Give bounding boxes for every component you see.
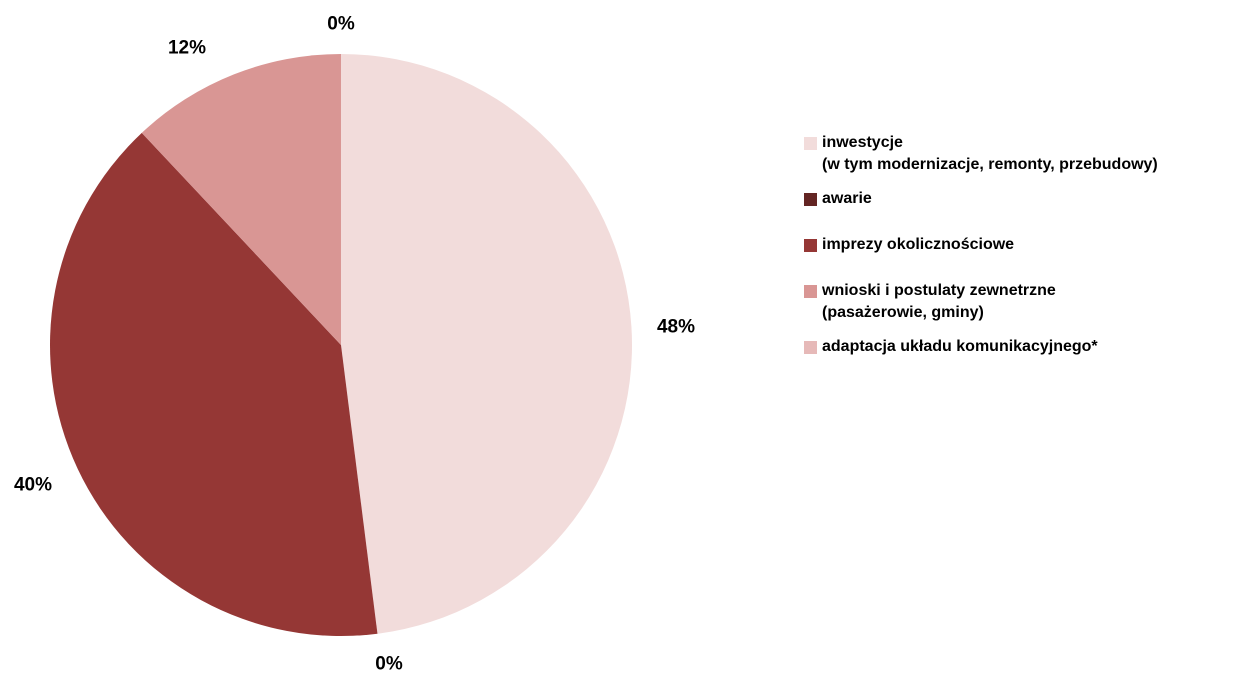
legend-swatch: [804, 193, 817, 206]
pie-slice-0: [341, 54, 633, 634]
pie-slice-3: [141, 54, 341, 345]
pie-label-4: 0%: [327, 14, 355, 35]
pie-labels: 48% 0% 40% 12% 0%: [14, 14, 695, 675]
legend-label: wnioski i postulaty zewnetrzne (pasażero…: [822, 282, 1056, 321]
legend-label: adaptacja układu komunikacyjnego*: [822, 338, 1098, 355]
legend-label: imprezy okolicznościowe: [822, 236, 1015, 253]
legend-label: awarie: [822, 190, 872, 207]
pie-slices: [50, 54, 633, 636]
legend-swatch: [804, 285, 817, 298]
legend-swatch: [804, 137, 817, 150]
legend-item-awarie: awarie: [804, 188, 1234, 210]
legend-item-wnioski: wnioski i postulaty zewnetrzne (pasażero…: [804, 280, 1234, 324]
legend-swatch: [804, 341, 817, 354]
legend-label: inwestycje (w tym modernizacje, remonty,…: [822, 134, 1158, 173]
pie-label-3: 12%: [168, 38, 206, 59]
pie-label-1: 0%: [375, 654, 403, 675]
legend: inwestycje (w tym modernizacje, remonty,…: [804, 132, 1234, 370]
pie-label-0: 48%: [657, 317, 695, 338]
pie-slice-2: [50, 132, 378, 636]
legend-item-inwestycje: inwestycje (w tym modernizacje, remonty,…: [804, 132, 1234, 176]
legend-item-imprezy: imprezy okolicznościowe: [804, 234, 1234, 256]
legend-item-adaptacja: adaptacja układu komunikacyjnego*: [804, 336, 1234, 358]
pie-label-2: 40%: [14, 475, 52, 496]
legend-swatch: [804, 239, 817, 252]
